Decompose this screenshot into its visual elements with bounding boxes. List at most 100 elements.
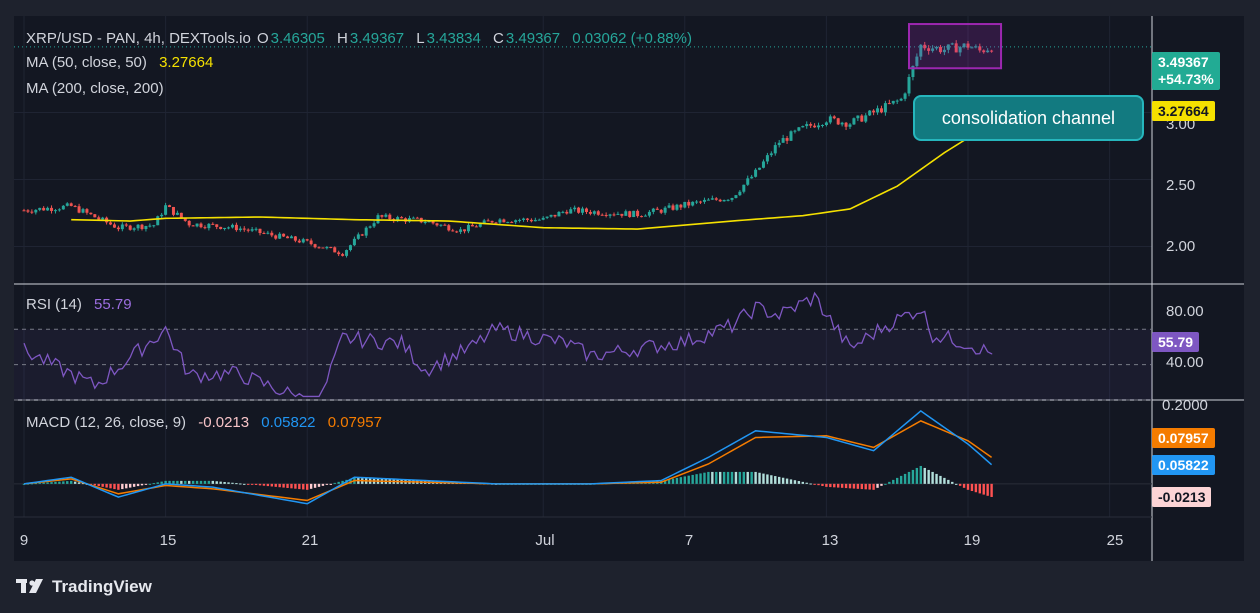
candle-body (879, 108, 883, 113)
candle-body (938, 46, 942, 53)
macd-histogram-bar (801, 481, 804, 484)
macd-histogram-bar (896, 477, 899, 484)
candle-body (313, 244, 317, 248)
macd-histogram-bar (892, 479, 895, 484)
candle-body (651, 208, 655, 212)
open-value: 3.46305 (270, 30, 325, 47)
candle-body (329, 247, 333, 249)
ma50-legend[interactable]: MA (50, close, 50) 3.27664 (26, 54, 215, 71)
candle-body (903, 93, 907, 99)
candle-body (77, 206, 81, 213)
candle-body (65, 203, 69, 206)
candle-body (423, 221, 427, 223)
candle-body (750, 176, 754, 179)
high-value: 3.49367 (349, 30, 405, 47)
ma200-legend[interactable]: MA (200, close, 200) (26, 80, 166, 97)
candle-body (286, 236, 290, 239)
macd-histogram-bar (730, 471, 734, 484)
candle-body (388, 214, 392, 220)
rsi-legend[interactable]: RSI (14) 55.79 (26, 296, 134, 313)
candle-body (581, 208, 585, 213)
candle-body (325, 247, 329, 249)
candle-body (266, 232, 270, 234)
candle-body (950, 43, 954, 45)
candle-body (219, 226, 223, 229)
candle-body (466, 224, 470, 232)
candle-body (710, 198, 714, 200)
candle-body (927, 48, 931, 51)
macd-histogram-bar (239, 483, 242, 485)
candle-body (148, 225, 152, 227)
candle-body (612, 214, 616, 216)
candle-body (864, 115, 868, 122)
macd-histogram-bar (266, 483, 270, 487)
macd-histogram-bar (172, 480, 175, 484)
macd-histogram-bar (762, 473, 765, 484)
candle-body (112, 224, 116, 228)
candle-body (891, 100, 895, 104)
candle-body (954, 43, 958, 53)
candle-body (962, 43, 966, 48)
candle-body (836, 118, 840, 125)
candle-body (459, 229, 463, 232)
candle-body (250, 229, 254, 231)
macd-histogram-bar (817, 483, 820, 486)
x-tick-9: 9 (19, 532, 29, 549)
candle-body (647, 211, 651, 216)
consolidation-callout[interactable]: consolidation channel (913, 95, 1144, 141)
candle-body (274, 235, 278, 239)
macd-histogram-bar (931, 471, 934, 484)
candle-body (53, 210, 57, 212)
candle-body (742, 184, 746, 192)
macd-histogram-bar (132, 483, 136, 487)
macd-histogram-bar (235, 483, 238, 485)
macd-histogram-bar (168, 480, 171, 484)
candle-body (758, 167, 762, 170)
candle-body (93, 214, 97, 218)
candle-body (809, 124, 813, 126)
candle-body (769, 153, 773, 156)
candle-body (494, 222, 498, 224)
candle-body (718, 199, 722, 202)
candle-body (61, 205, 65, 210)
candle-body (553, 214, 557, 217)
candle-body (773, 145, 777, 154)
candle-body (435, 223, 439, 226)
candle-body (364, 227, 368, 236)
candle-body (931, 48, 935, 51)
candle-body (46, 207, 50, 211)
macd-histogram-bar (691, 474, 694, 484)
ma50-line (71, 122, 1004, 230)
candle-body (175, 212, 179, 215)
candle-body (203, 227, 207, 229)
candle-body (120, 224, 124, 230)
candle-body (636, 210, 640, 217)
ma200-label: MA (200, close, 200) (26, 80, 164, 97)
candle-body (171, 206, 175, 215)
candle-body (191, 225, 195, 227)
candle-body (26, 210, 30, 212)
macd-histogram-bar (907, 471, 911, 484)
macd-histogram-bar (73, 481, 77, 484)
macd-histogram-bar (947, 479, 950, 484)
macd-histogram-bar (663, 480, 667, 484)
x-tick-7: 7 (684, 532, 694, 549)
candle-body (38, 207, 42, 210)
tradingview-logo[interactable]: TradingView (16, 577, 152, 597)
candle-body (789, 131, 793, 141)
candle-body (187, 220, 191, 226)
brand-name: TradingView (52, 577, 152, 596)
candle-body (624, 211, 628, 216)
candle-body (541, 217, 545, 220)
candle-body (195, 223, 199, 227)
candle-body (616, 213, 620, 215)
candle-body (820, 124, 824, 126)
ma50-label: MA (50, close, 50) (26, 54, 147, 71)
candle-body (714, 198, 718, 200)
macd-legend[interactable]: MACD (12, 26, close, 9) -0.0213 0.05822 … (26, 414, 384, 431)
candle-body (164, 205, 168, 215)
candle-body (911, 65, 915, 78)
candle-body (463, 229, 467, 232)
macd-histogram-bar (333, 482, 336, 484)
